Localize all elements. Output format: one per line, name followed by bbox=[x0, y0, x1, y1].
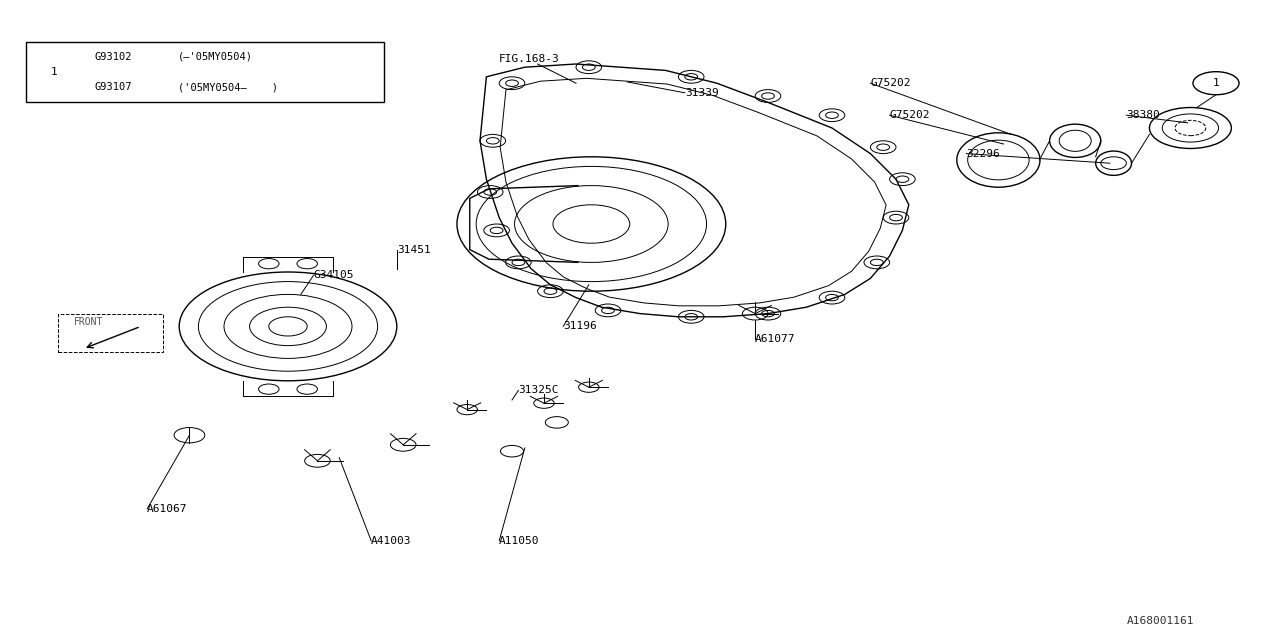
Text: 38380: 38380 bbox=[1126, 110, 1160, 120]
Bar bbox=[26, 42, 384, 102]
Text: ('05MY0504–    ): ('05MY0504– ) bbox=[178, 82, 278, 92]
Text: 31196: 31196 bbox=[563, 321, 596, 332]
Text: A61067: A61067 bbox=[147, 504, 188, 514]
Text: A168001161: A168001161 bbox=[1126, 616, 1194, 626]
Text: G93102: G93102 bbox=[95, 52, 132, 62]
Text: G75202: G75202 bbox=[870, 78, 911, 88]
Text: FRONT: FRONT bbox=[74, 317, 104, 327]
Text: A41003: A41003 bbox=[371, 536, 412, 546]
Text: 31325C: 31325C bbox=[518, 385, 559, 396]
Text: 31339: 31339 bbox=[685, 88, 718, 98]
Text: 32296: 32296 bbox=[966, 148, 1000, 159]
Text: (–'05MY0504): (–'05MY0504) bbox=[178, 52, 253, 62]
Text: G75202: G75202 bbox=[890, 110, 931, 120]
Text: 31451: 31451 bbox=[397, 244, 430, 255]
Text: 1: 1 bbox=[1212, 78, 1220, 88]
Text: A61077: A61077 bbox=[755, 334, 796, 344]
Text: G34105: G34105 bbox=[314, 270, 355, 280]
Text: FIG.168-3: FIG.168-3 bbox=[499, 54, 559, 64]
Text: G93107: G93107 bbox=[95, 82, 132, 92]
Text: 1: 1 bbox=[50, 67, 58, 77]
Text: A11050: A11050 bbox=[499, 536, 540, 546]
